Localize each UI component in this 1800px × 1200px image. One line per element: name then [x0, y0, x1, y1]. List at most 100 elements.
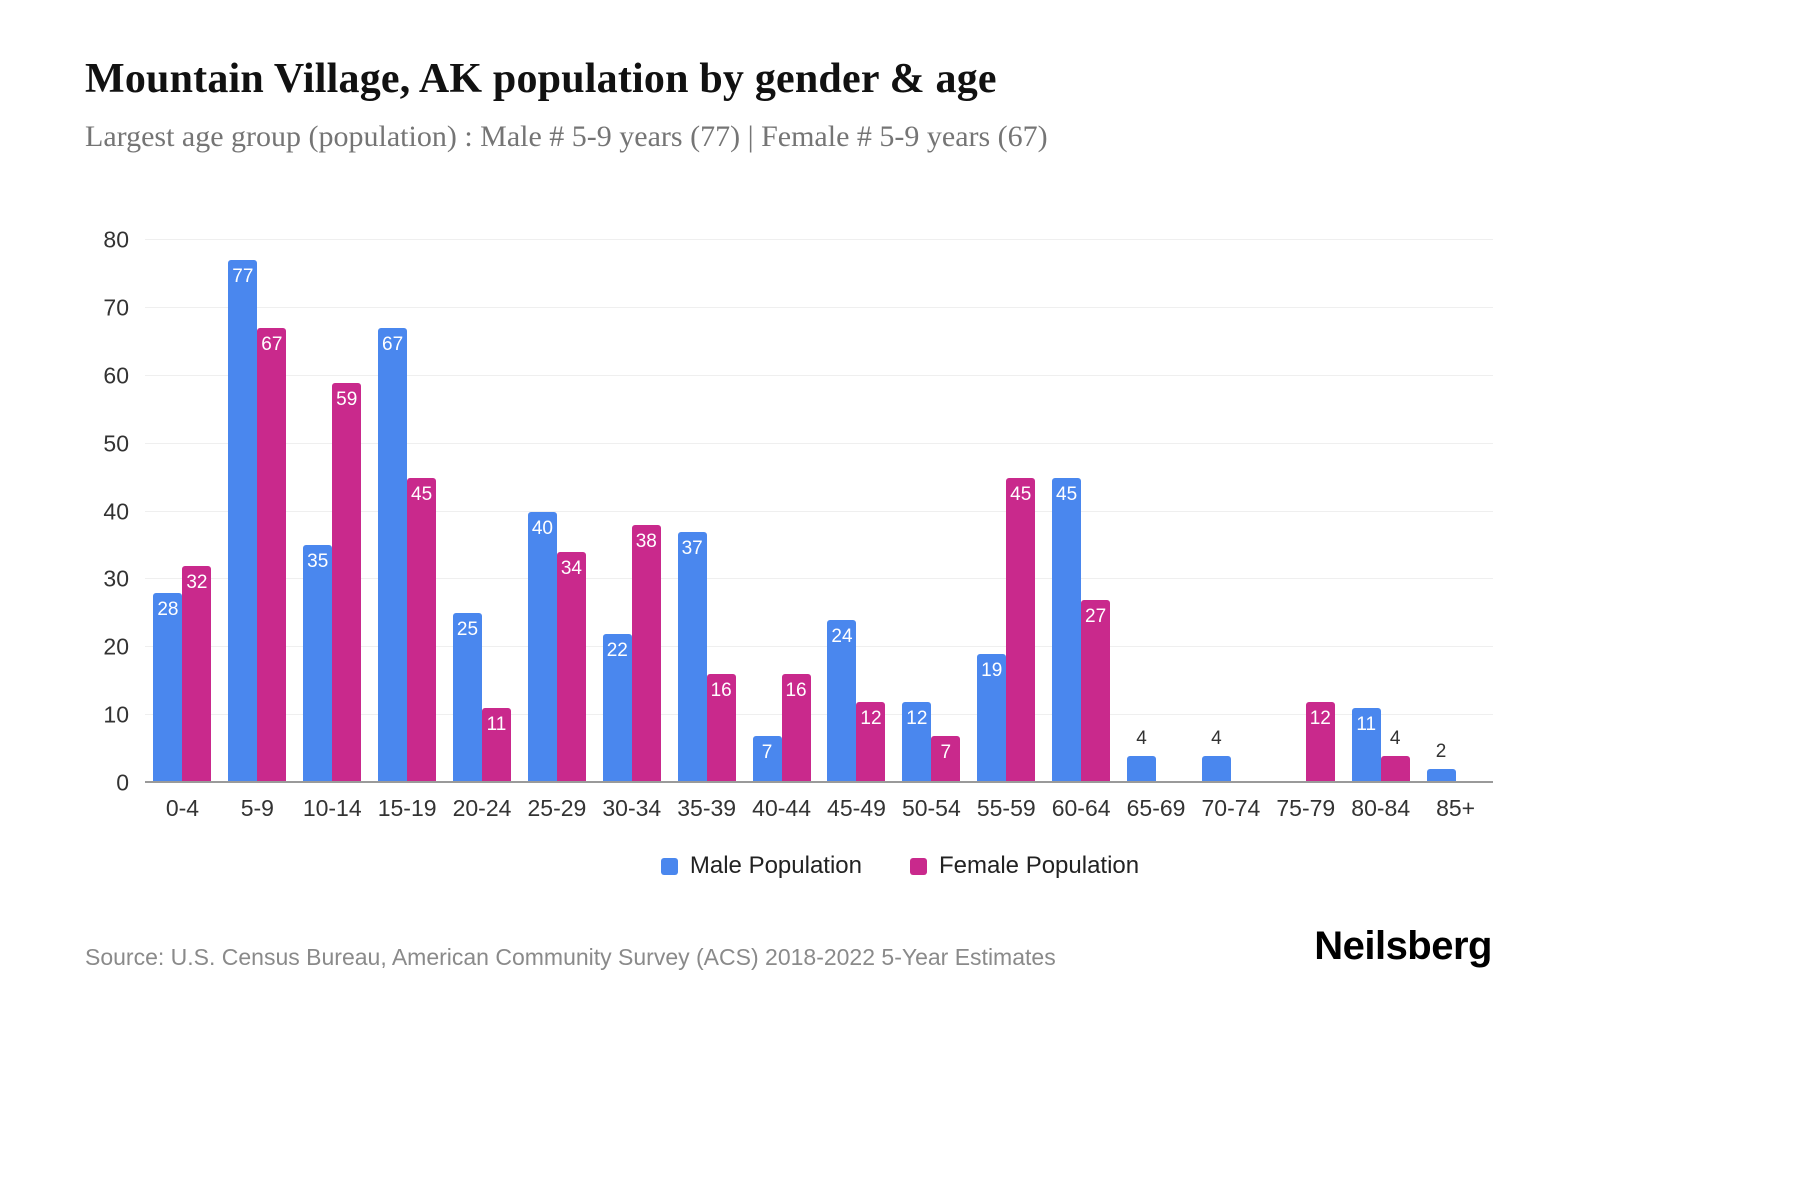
bar-value-label: 34 — [560, 558, 582, 580]
y-axis-tick-80: 80 — [103, 226, 129, 253]
bar-group-60-64: 45 27 — [1044, 240, 1119, 783]
x-axis-tick-80-84: 80-84 — [1351, 795, 1411, 821]
bar-male-15-19: 67 — [378, 328, 408, 783]
bar-value-label: 28 — [157, 598, 179, 620]
y-axis-tick-30: 30 — [103, 565, 129, 592]
bar-value-label: 19 — [981, 660, 1003, 682]
bar-female-5-9: 67 — [257, 328, 287, 783]
bar-group-45-49: 24 12 — [819, 240, 894, 783]
x-axis-tick-75-79: 75-79 — [1276, 795, 1336, 821]
legend-swatch-female-icon — [910, 857, 927, 875]
bar-value-label: 77 — [232, 266, 254, 288]
x-axis-tick-5-9: 5-9 — [240, 795, 274, 821]
bar-female-0-4: 32 — [182, 565, 212, 783]
bar-value-label: 59 — [336, 388, 358, 410]
x-axis-tick-50-54: 50-54 — [901, 795, 961, 821]
bar-male-0-4: 28 — [153, 592, 183, 783]
y-axis-tick-10: 10 — [103, 701, 129, 728]
bar-male-20-24: 25 — [453, 613, 482, 783]
gridline-10 — [145, 714, 1493, 716]
x-axis-labels: 0-4 5-9 10-14 15-19 20-24 25-29 30-34 35-39 40-4… — [145, 795, 1493, 822]
bar-value-label: 38 — [635, 531, 657, 553]
bar-value-label: 7 — [940, 741, 952, 763]
bar-value-label: 45 — [411, 483, 433, 505]
bar-group-70-74: 4 — [1193, 240, 1268, 783]
bar-value-label: 22 — [606, 639, 628, 661]
x-axis-tick-45-49: 45-49 — [827, 795, 886, 821]
bar-group-65-69: 4 — [1119, 240, 1194, 783]
gridline-30 — [145, 578, 1493, 580]
gridline-80 — [145, 239, 1493, 240]
bar-value-label: 16 — [785, 680, 807, 702]
gridline-50 — [145, 442, 1493, 444]
bar-group-40-44: 7 16 — [744, 240, 819, 783]
bar-value-label: 32 — [186, 571, 208, 593]
bar-group-20-24: 25 11 — [445, 240, 520, 783]
y-axis-tick-70: 70 — [103, 294, 129, 321]
bar-group-75-79: 12 — [1268, 240, 1343, 783]
y-axis-tick-50: 50 — [103, 430, 129, 457]
chart-title: Mountain Village, AK population by gende… — [85, 56, 997, 102]
bar-female-60-64: 27 — [1081, 599, 1111, 783]
brand-logo: Neilsberg — [1314, 924, 1492, 968]
x-axis-tick-0-4: 0-4 — [165, 795, 200, 821]
gridline-70 — [145, 306, 1493, 308]
bar-value-label: 45 — [1056, 483, 1078, 505]
bar-group-35-39: 37 16 — [669, 240, 744, 783]
legend-label-male: Male Population — [689, 852, 862, 879]
x-axis-tick-55-59: 55-59 — [976, 795, 1036, 821]
x-axis-tick-30-34: 30-34 — [602, 795, 662, 821]
bar-group-0-4: 28 32 — [145, 240, 220, 783]
bar-value-label: 12 — [906, 707, 928, 729]
legend-swatch-male-icon — [660, 857, 678, 875]
y-axis-tick-40: 40 — [103, 498, 129, 524]
legend-item-male[interactable]: Male Population — [660, 852, 862, 880]
bar-male-55-59: 19 — [977, 654, 1007, 783]
x-axis-tick-20-24: 20-24 — [452, 795, 512, 821]
bar-female-55-59: 45 — [1006, 477, 1036, 783]
bar-value-label: 25 — [456, 619, 479, 641]
bar-group-25-29: 40 34 — [519, 240, 594, 783]
bar-value-label: 12 — [1309, 707, 1331, 729]
bar-male-35-39: 37 — [677, 531, 707, 783]
y-axis-tick-20: 20 — [103, 633, 129, 660]
bar-group-30-34: 22 38 — [594, 240, 669, 783]
bar-value-label: 4 — [1136, 727, 1147, 749]
bar-male-85+: 2 — [1426, 741, 1456, 783]
bar-male-40-44: 7 — [752, 735, 782, 783]
bar-value-label: 7 — [761, 741, 773, 763]
bar-group-50-54: 12 7 — [894, 240, 969, 783]
bar-value-label: 37 — [681, 537, 703, 559]
x-axis-tick-40-44: 40-44 — [752, 795, 811, 821]
legend-item-female[interactable]: Female Population — [910, 852, 1139, 880]
bar-value-label: 4 — [1389, 727, 1401, 749]
bar-value-label: 24 — [831, 626, 853, 648]
bar-value-label: 16 — [710, 680, 732, 702]
chart-subtitle: Largest age group (population) : Male # … — [85, 120, 1048, 153]
bar-group-15-19: 67 45 — [370, 240, 445, 783]
bar-value-label: 2 — [1435, 741, 1447, 763]
legend-label-female: Female Population — [939, 852, 1140, 879]
bar-group-5-9: 77 67 — [220, 240, 295, 783]
bar-value-label: 45 — [1010, 483, 1032, 505]
x-axis-tick-85+: 85+ — [1436, 795, 1476, 821]
bar-male-10-14: 35 — [303, 545, 333, 783]
bar-group-85+: 2 — [1418, 240, 1493, 783]
bar-value-label: 27 — [1085, 605, 1107, 627]
bar-male-50-54: 12 — [902, 701, 932, 783]
bar-value-label: 40 — [531, 517, 553, 539]
bar-male-5-9: 77 — [228, 260, 258, 783]
x-axis-tick-25-29: 25-29 — [527, 795, 587, 821]
y-axis-tick-0: 0 — [116, 769, 129, 796]
bar-female-75-79: 12 — [1305, 701, 1335, 783]
x-axis-tick-35-39: 35-39 — [677, 795, 737, 821]
x-axis-tick-65-69: 65-69 — [1126, 795, 1186, 821]
bar-female-15-19: 45 — [407, 477, 437, 783]
bar-female-80-84: 4 — [1380, 728, 1410, 783]
bar-female-50-54: 7 — [931, 735, 961, 783]
bar-female-35-39: 16 — [706, 674, 736, 783]
bar-male-70-74: 4 — [1201, 728, 1231, 783]
bar-male-65-69: 4 — [1127, 728, 1157, 783]
legend: Male Population Female Population — [0, 852, 1800, 880]
